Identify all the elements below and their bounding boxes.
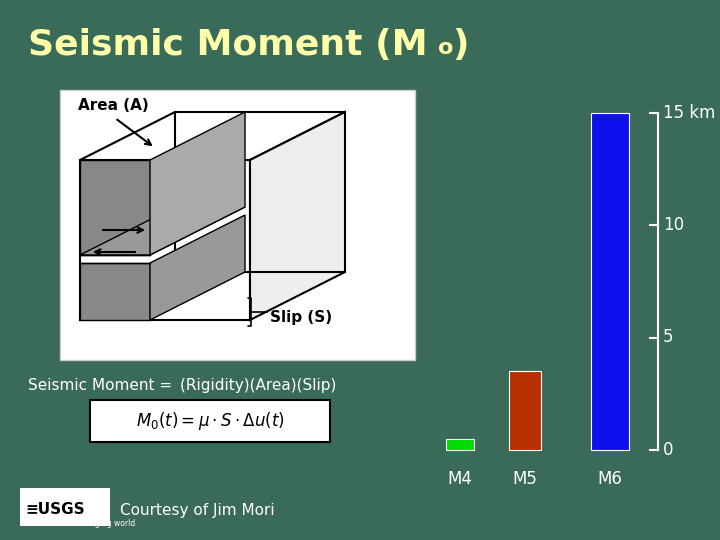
Polygon shape [80, 160, 250, 320]
Polygon shape [80, 263, 150, 320]
Bar [591, 112, 629, 450]
Text: ≡USGS: ≡USGS [25, 503, 85, 517]
Bar [60, 90, 415, 360]
Text: Seismic Moment (M: Seismic Moment (M [28, 28, 428, 62]
Text: o: o [438, 38, 454, 58]
Text: M4: M4 [448, 470, 472, 488]
Text: 5: 5 [663, 328, 673, 347]
Text: M6: M6 [598, 470, 622, 488]
Text: Area (A): Area (A) [78, 98, 149, 113]
Text: ): ) [452, 28, 469, 62]
Text: science for a changing world: science for a changing world [25, 519, 135, 529]
Bar [20, 488, 110, 526]
Polygon shape [80, 160, 150, 255]
Bar [90, 400, 330, 442]
Polygon shape [250, 112, 345, 320]
Text: Courtesy of Jim Mori: Courtesy of Jim Mori [120, 503, 274, 517]
Text: 15 km: 15 km [663, 104, 716, 122]
Text: 0: 0 [663, 441, 673, 459]
Bar [446, 438, 474, 450]
Text: Seismic Moment =  (Rigidity)(Area)(Slip): Seismic Moment = (Rigidity)(Area)(Slip) [28, 378, 336, 393]
Text: M5: M5 [513, 470, 537, 488]
Polygon shape [80, 207, 245, 255]
Text: Slip (S): Slip (S) [270, 310, 332, 325]
Polygon shape [150, 215, 245, 320]
Bar [509, 372, 541, 450]
Text: 10: 10 [663, 216, 684, 234]
Text: $M_0(t) = \mu \cdot S \cdot \Delta u(t)$: $M_0(t) = \mu \cdot S \cdot \Delta u(t)$ [135, 410, 284, 432]
Polygon shape [150, 112, 245, 255]
Polygon shape [80, 112, 345, 160]
